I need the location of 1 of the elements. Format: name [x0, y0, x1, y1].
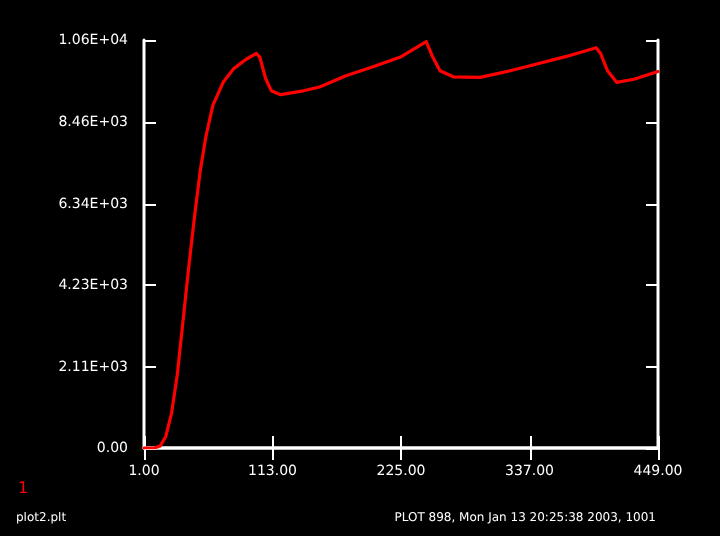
text: 1	[18, 479, 29, 497]
